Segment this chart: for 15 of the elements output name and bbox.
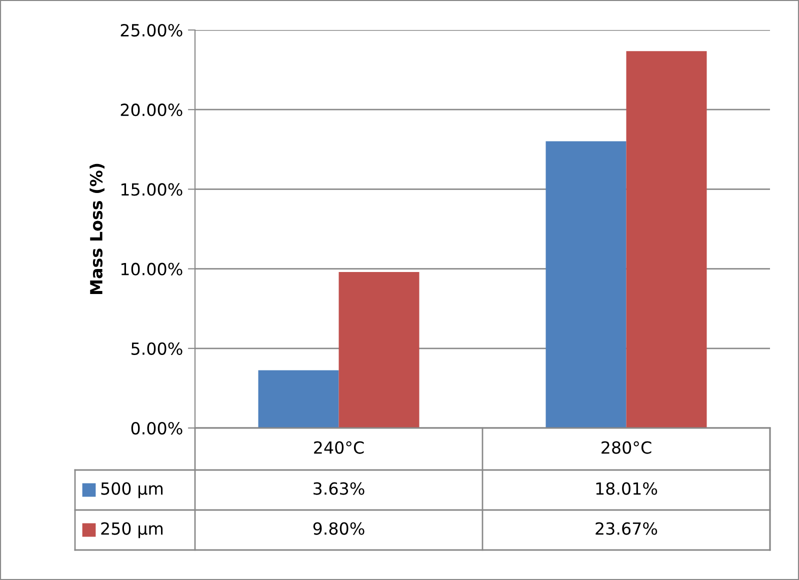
- y-tick-label: 0.00%: [131, 422, 182, 435]
- y-tick-label: 10.00%: [121, 262, 182, 276]
- y-axis-title: Mass Loss (%): [90, 164, 104, 294]
- legend-label: 500 µm: [101, 482, 163, 498]
- y-tick-label: 15.00%: [121, 183, 182, 196]
- y-tick-label: 25.00%: [120, 24, 182, 37]
- x-tick-label: 240°C: [314, 441, 364, 454]
- data-label: 9.80%: [313, 522, 364, 535]
- data-label: 18.01%: [596, 482, 658, 495]
- y-tick-label: 20.00%: [120, 104, 182, 116]
- data-label: 23.67%: [596, 522, 658, 535]
- x-tick-label: 280°C: [602, 441, 652, 454]
- data-label: 3.63%: [314, 482, 364, 495]
- y-tick-label: 5.00%: [132, 342, 182, 355]
- legend-label: 250 µm: [101, 522, 163, 538]
